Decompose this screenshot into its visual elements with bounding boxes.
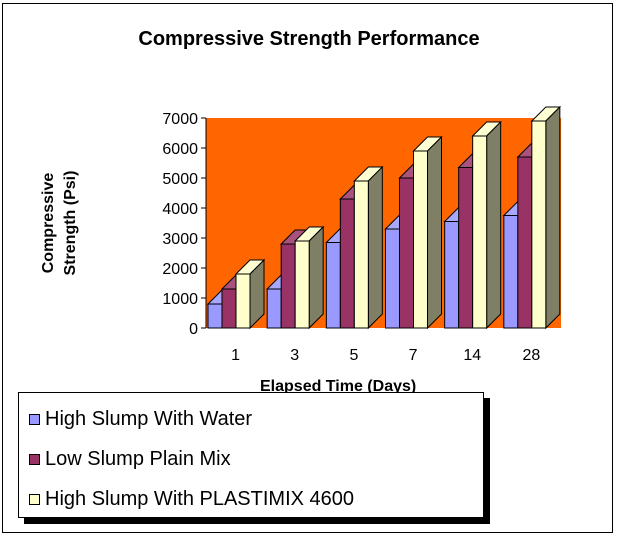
plot-wall — [206, 118, 561, 328]
y-tick-label: 5000 — [162, 171, 198, 188]
bar — [280, 243, 296, 329]
bar — [294, 240, 310, 329]
bar — [207, 303, 223, 329]
y-tick-label: 0 — [189, 321, 198, 338]
bar — [353, 180, 369, 329]
legend-swatch-3 — [29, 493, 40, 505]
bar — [266, 288, 282, 329]
legend-swatch-2 — [29, 453, 40, 465]
legend-item-1: High Slump With Water — [19, 399, 483, 439]
x-tick-label: 14 — [463, 347, 481, 364]
chart-legend: High Slump With Water Low Slump Plain Mi… — [18, 392, 484, 518]
bar — [385, 228, 400, 329]
y-tick-label: 7000 — [162, 111, 198, 128]
x-tick-label: 7 — [409, 347, 418, 364]
x-tick-label: 3 — [290, 347, 299, 364]
y-axis-title: Compressive Strength (Psi) — [40, 170, 79, 276]
legend-label-2: Low Slump Plain Mix — [45, 447, 231, 470]
y-tick-label: 4000 — [162, 201, 198, 218]
legend-swatch-1 — [29, 413, 40, 425]
bar — [339, 198, 355, 329]
x-tick-label: 1 — [231, 347, 240, 364]
y-tick-label: 1000 — [162, 291, 198, 308]
y-tick-label: 2000 — [162, 261, 198, 278]
bar-side — [486, 120, 502, 330]
bar — [531, 120, 547, 329]
x-tick-label: 28 — [523, 347, 541, 364]
bar — [399, 177, 414, 329]
y-tick-label: 6000 — [162, 141, 198, 158]
bar-side — [427, 135, 442, 330]
bar — [472, 135, 488, 329]
chart-title: Compressive Strength Performance — [138, 28, 480, 50]
bar — [413, 150, 428, 329]
legend-label-1: High Slump With Water — [45, 407, 253, 430]
y-tick-label: 3000 — [162, 231, 198, 248]
bar-side — [308, 225, 324, 330]
bar — [458, 167, 474, 329]
bar — [444, 221, 460, 329]
x-tick-label: 5 — [349, 347, 358, 364]
bar-side — [367, 165, 383, 330]
bar — [325, 242, 341, 329]
legend-label-3: High Slump With PLASTIMIX 4600 — [45, 487, 355, 510]
bar — [517, 156, 533, 329]
bar — [221, 288, 237, 329]
x-axis-title: Elapsed Time (Days) — [260, 378, 417, 395]
bar-side — [545, 105, 561, 330]
legend-item-3: High Slump With PLASTIMIX 4600 — [19, 479, 483, 519]
bar — [503, 215, 519, 329]
bar — [235, 273, 251, 329]
legend-item-2: Low Slump Plain Mix — [19, 439, 483, 479]
